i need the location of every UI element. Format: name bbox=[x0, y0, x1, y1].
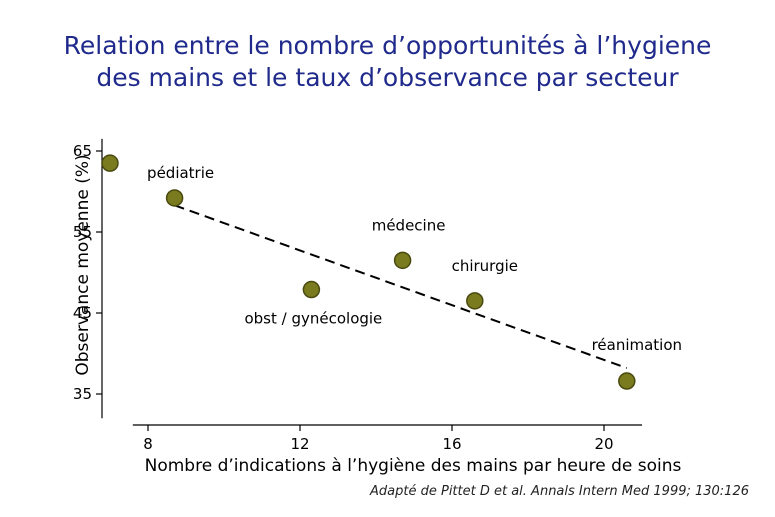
points-group bbox=[101, 154, 636, 390]
data-point bbox=[165, 189, 184, 207]
y-tick-label: 45 bbox=[73, 304, 92, 322]
labels-group: pédiatrie obst / gynécologie médecine chiru… bbox=[147, 164, 682, 354]
trendline bbox=[174, 204, 628, 370]
point-label: obst / gynécologie bbox=[244, 310, 382, 328]
y-axis-label: Observance moyenne (%) bbox=[73, 154, 93, 375]
axes: 35 45 55 65 8 12 16 20 Nombre d’indications à l’… bbox=[73, 138, 682, 476]
data-point bbox=[393, 251, 412, 270]
x-tick-label: 12 bbox=[290, 435, 309, 453]
data-point bbox=[302, 280, 321, 299]
point-label: chirurgie bbox=[452, 257, 518, 275]
chart-title: Relation entre le nombre d’opportunités … bbox=[0, 30, 775, 94]
y-tick-label: 65 bbox=[73, 142, 92, 160]
y-tick-label: 55 bbox=[73, 223, 92, 241]
x-axis-label: Nombre d’indications à l’hygiène des mai… bbox=[145, 456, 682, 476]
x-tick-label: 16 bbox=[442, 435, 461, 453]
data-point bbox=[618, 372, 636, 390]
data-point bbox=[101, 154, 119, 172]
data-point bbox=[466, 292, 484, 310]
x-tick-label: 20 bbox=[594, 435, 613, 453]
title-line-2: des mains et le taux d’observance par se… bbox=[96, 63, 679, 92]
point-label: médecine bbox=[372, 216, 446, 234]
point-label: pédiatrie bbox=[147, 164, 214, 182]
trendline-group bbox=[174, 204, 628, 370]
x-tick-label: 8 bbox=[143, 435, 153, 453]
y-tick-label: 35 bbox=[73, 385, 92, 403]
point-label: réanimation bbox=[592, 336, 682, 354]
source-citation: Adapté de Pittet D et al. Annals Intern … bbox=[370, 484, 749, 499]
title-line-1: Relation entre le nombre d’opportunités … bbox=[63, 31, 712, 60]
